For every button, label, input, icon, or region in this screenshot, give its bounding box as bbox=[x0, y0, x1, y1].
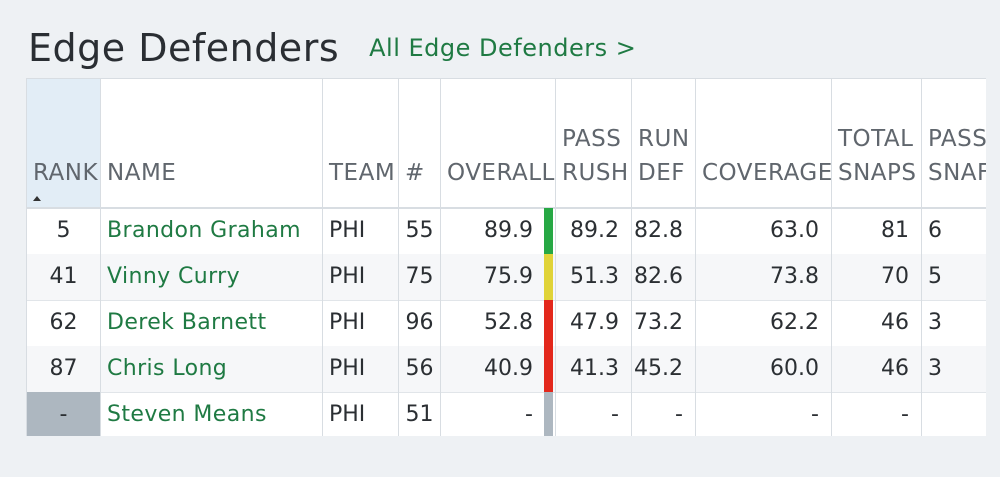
edge-defenders-table-wrapper: RANK NAME TEAM # OVERALL PASS RUSH RUN DEF COVERA… bbox=[26, 78, 986, 436]
all-edge-defenders-link[interactable]: All Edge Defenders > bbox=[369, 34, 637, 62]
column-header-coverage[interactable]: COVERAGE bbox=[696, 79, 832, 207]
cell-coverage: 73.8 bbox=[696, 254, 832, 300]
cell-rank: - bbox=[27, 392, 101, 436]
cell-number: 55 bbox=[399, 208, 441, 254]
column-header-label: TOTAL bbox=[838, 126, 914, 152]
column-header-label: OVERALL bbox=[447, 160, 555, 186]
player-name-link[interactable]: Vinny Curry bbox=[101, 254, 323, 300]
cell-total-snaps: - bbox=[832, 392, 922, 436]
cell-pass-rush: 89.2 bbox=[556, 208, 632, 254]
cell-pass-snaps bbox=[922, 392, 986, 436]
cell-team: PHI bbox=[323, 300, 399, 346]
grade-indicator-red bbox=[544, 346, 553, 392]
cell-coverage: 63.0 bbox=[696, 208, 832, 254]
column-header-label: SNAPS bbox=[838, 160, 917, 186]
cell-team: PHI bbox=[323, 392, 399, 436]
grade-indicator-red bbox=[544, 300, 553, 346]
cell-team: PHI bbox=[323, 208, 399, 254]
cell-run-def: 73.2 bbox=[632, 300, 696, 346]
column-header-label: PASS bbox=[562, 126, 622, 152]
column-header-rank[interactable]: RANK bbox=[27, 79, 101, 207]
cell-team: PHI bbox=[323, 346, 399, 392]
page-title: Edge Defenders bbox=[28, 26, 340, 70]
cell-pass-rush: 41.3 bbox=[556, 346, 632, 392]
cell-number: 56 bbox=[399, 346, 441, 392]
column-header-pass-rush[interactable]: PASS RUSH bbox=[556, 79, 632, 207]
cell-overall: 40.9 bbox=[441, 346, 556, 392]
cell-number: 96 bbox=[399, 300, 441, 346]
table-row[interactable]: 62 Derek Barnett PHI 96 52.8 47.9 73.2 62.2 46 3 bbox=[27, 300, 986, 347]
cell-number: 75 bbox=[399, 254, 441, 300]
cell-total-snaps: 81 bbox=[832, 208, 922, 254]
column-header-label: SNAF bbox=[928, 160, 986, 186]
player-name-link[interactable]: Brandon Graham bbox=[101, 208, 323, 254]
table-row[interactable]: 41 Vinny Curry PHI 75 75.9 51.3 82.6 73.8 70 5 bbox=[27, 254, 986, 301]
cell-pass-rush: 51.3 bbox=[556, 254, 632, 300]
cell-pass-rush: - bbox=[556, 392, 632, 436]
player-name-link[interactable]: Steven Means bbox=[101, 392, 323, 436]
page-header: Edge Defenders All Edge Defenders > bbox=[28, 20, 636, 76]
column-header-overall[interactable]: OVERALL bbox=[441, 79, 556, 207]
column-header-label: TEAM bbox=[329, 160, 396, 186]
cell-coverage: - bbox=[696, 392, 832, 436]
column-header-team[interactable]: TEAM bbox=[323, 79, 399, 207]
column-header-pass-snaps[interactable]: PASS SNAF bbox=[922, 79, 986, 207]
cell-coverage: 62.2 bbox=[696, 300, 832, 346]
edge-defenders-table: RANK NAME TEAM # OVERALL PASS RUSH RUN DEF COVERA… bbox=[26, 78, 986, 436]
column-header-label: COVERAGE bbox=[702, 160, 833, 186]
cell-rank: 41 bbox=[27, 254, 101, 300]
cell-pass-snaps: 6 bbox=[922, 208, 986, 254]
cell-rank: 62 bbox=[27, 300, 101, 346]
column-header-label: RUN bbox=[638, 126, 690, 152]
column-header-number[interactable]: # bbox=[399, 79, 441, 207]
column-header-run-def[interactable]: RUN DEF bbox=[632, 79, 696, 207]
column-header-total-snaps[interactable]: TOTAL SNAPS bbox=[832, 79, 922, 207]
cell-run-def: 82.6 bbox=[632, 254, 696, 300]
cell-overall: 52.8 bbox=[441, 300, 556, 346]
sort-ascending-icon bbox=[33, 196, 41, 201]
cell-overall: 89.9 bbox=[441, 208, 556, 254]
cell-pass-snaps: 5 bbox=[922, 254, 986, 300]
column-header-label: # bbox=[405, 160, 425, 186]
table-header-row: RANK NAME TEAM # OVERALL PASS RUSH RUN DEF COVERA… bbox=[27, 79, 986, 209]
grade-indicator-gray bbox=[544, 392, 553, 436]
cell-total-snaps: 70 bbox=[832, 254, 922, 300]
cell-total-snaps: 46 bbox=[832, 346, 922, 392]
grade-indicator-green bbox=[544, 208, 553, 254]
cell-number: 51 bbox=[399, 392, 441, 436]
cell-pass-snaps: 3 bbox=[922, 346, 986, 392]
player-name-link[interactable]: Derek Barnett bbox=[101, 300, 323, 346]
column-header-label: RUSH bbox=[562, 160, 629, 186]
cell-team: PHI bbox=[323, 254, 399, 300]
cell-rank: 87 bbox=[27, 346, 101, 392]
table-row[interactable]: - Steven Means PHI 51- - - - - bbox=[27, 392, 986, 436]
cell-run-def: 45.2 bbox=[632, 346, 696, 392]
player-name-link[interactable]: Chris Long bbox=[101, 346, 323, 392]
cell-pass-snaps: 3 bbox=[922, 300, 986, 346]
cell-pass-rush: 47.9 bbox=[556, 300, 632, 346]
cell-overall: 75.9 bbox=[441, 254, 556, 300]
column-header-label: RANK bbox=[33, 160, 99, 186]
cell-coverage: 60.0 bbox=[696, 346, 832, 392]
cell-run-def: - bbox=[632, 392, 696, 436]
cell-rank: 5 bbox=[27, 208, 101, 254]
column-header-label: NAME bbox=[107, 160, 177, 186]
grade-indicator-yellow bbox=[544, 254, 553, 300]
cell-overall: - bbox=[441, 392, 556, 436]
cell-total-snaps: 46 bbox=[832, 300, 922, 346]
column-header-label: PASS bbox=[928, 126, 986, 152]
column-header-name[interactable]: NAME bbox=[101, 79, 323, 207]
table-row[interactable]: 5 Brandon Graham PHI 55 89.9 89.2 82.8 63.0 81 6 bbox=[27, 208, 986, 255]
cell-run-def: 82.8 bbox=[632, 208, 696, 254]
column-header-label: DEF bbox=[638, 160, 685, 186]
table-row[interactable]: 87 Chris Long PHI 56 40.9 41.3 45.2 60.0 46 3 bbox=[27, 346, 986, 393]
